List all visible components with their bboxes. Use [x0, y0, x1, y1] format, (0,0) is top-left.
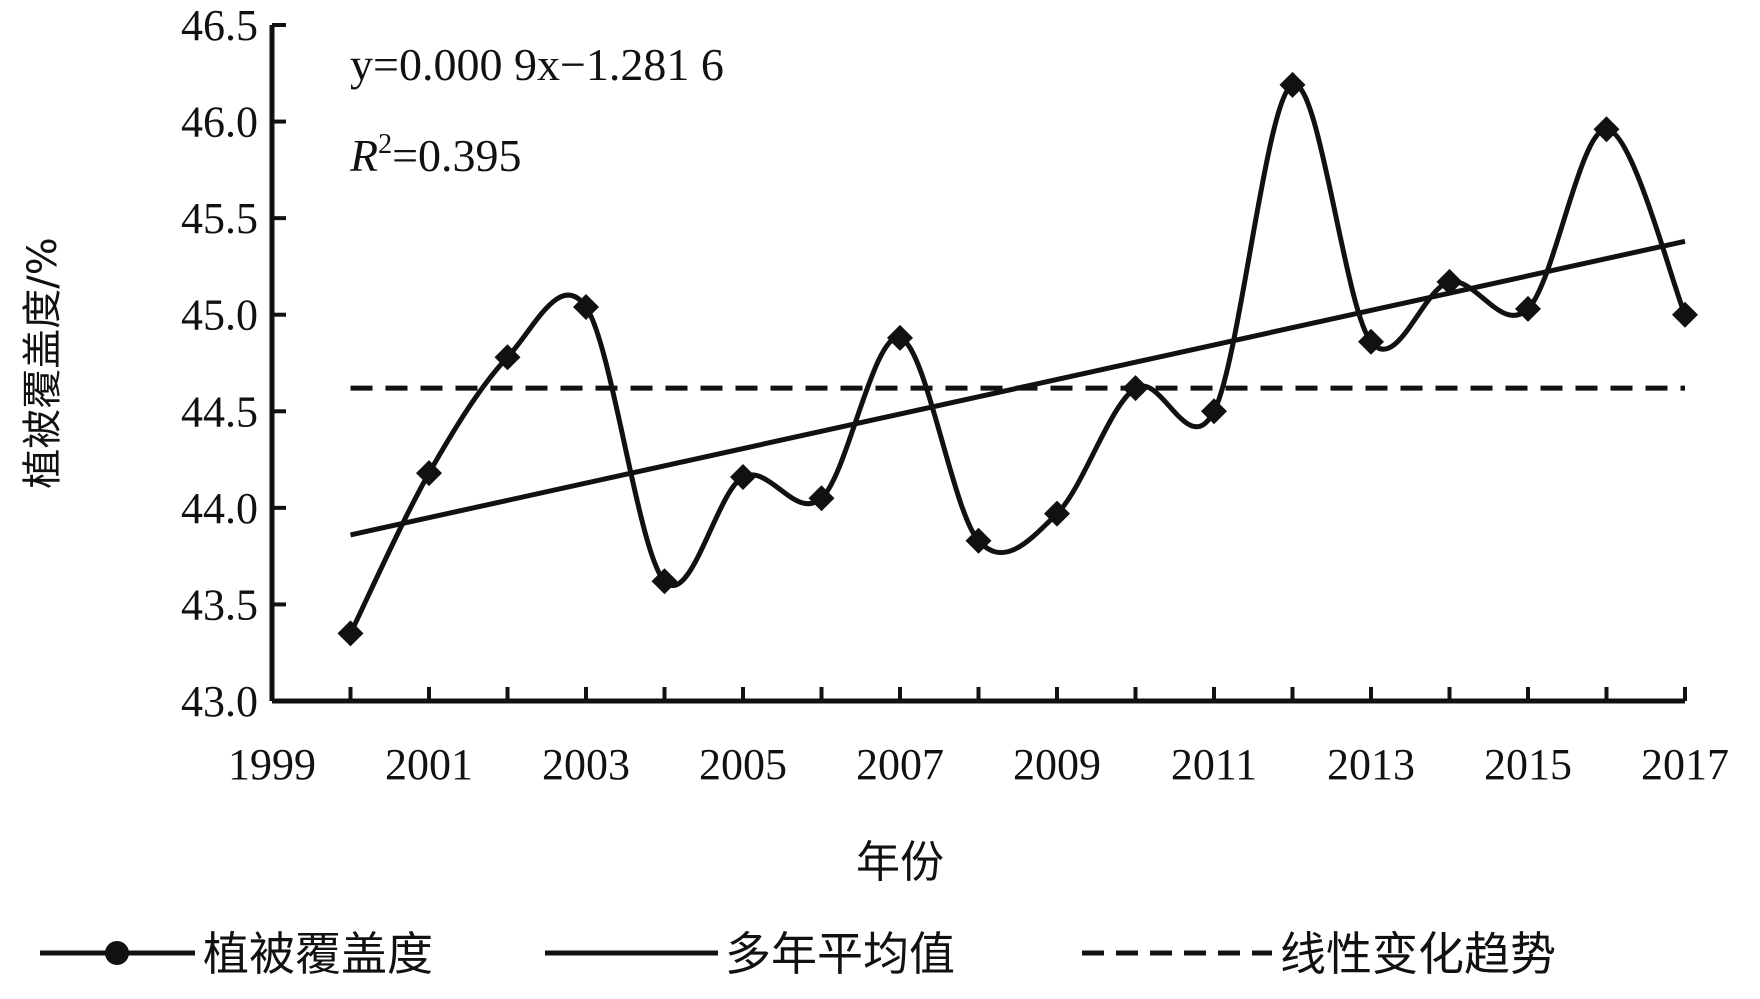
x-tick-label: 2013 — [1327, 740, 1415, 789]
y-tick-label: 44.5 — [181, 387, 258, 436]
x-tick-label: 1999 — [228, 740, 316, 789]
legend-label-trend: 线性变化趋势 — [1280, 927, 1556, 981]
y-tick-label: 45.0 — [181, 291, 258, 340]
data-point-marker — [416, 460, 442, 487]
r2-superscript: 2 — [378, 129, 392, 160]
x-tick-label: 2017 — [1641, 740, 1729, 789]
y-ticks: 43.0 43.5 44.0 44.5 45.0 45.5 46.0 46.5 — [181, 1, 286, 726]
legend-marker-coverage — [105, 941, 129, 965]
legend-label-coverage: 植被覆盖度 — [203, 927, 433, 981]
legend-label-mean: 多年平均值 — [725, 927, 955, 981]
x-ticks: 1999 2001 2003 2005 2007 2009 2011 2013 2015 2017 — [228, 687, 1729, 789]
data-point-marker — [337, 620, 364, 647]
y-tick-label: 43.5 — [181, 580, 258, 629]
r-squared: R2=0.395 — [349, 129, 522, 181]
legend: 植被覆盖度 多年平均值 线性变化趋势 — [40, 927, 1556, 981]
y-tick-label: 43.0 — [181, 677, 258, 726]
r2-value: =0.395 — [392, 130, 521, 181]
x-tick-label: 2005 — [699, 740, 787, 789]
x-tick-label: 2015 — [1484, 740, 1572, 789]
data-point-marker — [1593, 116, 1620, 143]
data-point-marker — [730, 463, 756, 490]
r2-symbol: R — [349, 130, 378, 181]
data-point-marker — [651, 568, 678, 595]
y-tick-label: 46.5 — [181, 1, 258, 50]
vegetation-coverage-markers — [337, 71, 1698, 647]
y-axis-title: 植被覆盖度/% — [20, 237, 66, 488]
x-tick-label: 2001 — [385, 740, 473, 789]
data-point-marker — [1044, 500, 1070, 527]
mean-solid-line — [349, 238, 1686, 538]
data-point-marker — [1279, 71, 1306, 98]
x-tick-label: 2009 — [1013, 740, 1101, 789]
data-point-marker — [573, 293, 599, 320]
data-point-marker — [965, 527, 992, 554]
y-tick-label: 45.5 — [181, 194, 258, 243]
data-point-marker — [1122, 375, 1149, 402]
regression-equation: y=0.000 9x−1.281 6 — [350, 39, 724, 90]
x-tick-label: 2011 — [1171, 740, 1257, 789]
data-point-marker — [1515, 295, 1541, 322]
y-tick-label: 44.0 — [181, 484, 258, 533]
x-tick-label: 2007 — [856, 740, 944, 789]
data-point-marker — [1201, 398, 1227, 425]
data-point-marker — [1358, 328, 1384, 355]
data-point-marker — [1436, 268, 1463, 295]
data-point-marker — [887, 324, 913, 351]
data-point-marker — [494, 344, 521, 371]
data-point-marker — [1672, 301, 1698, 328]
x-tick-label: 2003 — [542, 740, 630, 789]
data-point-marker — [808, 485, 835, 512]
x-axis-title: 年份 — [856, 837, 944, 888]
vegetation-coverage-series-line — [348, 82, 1688, 635]
y-tick-label: 46.0 — [181, 98, 258, 147]
